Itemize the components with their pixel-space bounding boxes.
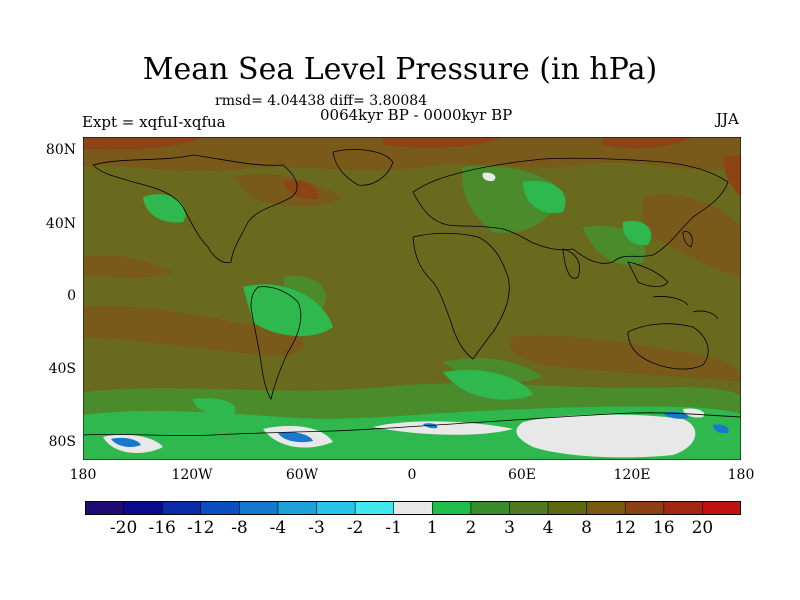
colorbar-cell — [702, 501, 741, 515]
colorbar-cell — [586, 501, 627, 515]
time-period-subtitle: 0064kyr BP - 0000kyr BP — [320, 106, 513, 124]
colorbar-cell — [123, 501, 163, 515]
y-tick-label: 80N — [45, 142, 76, 158]
colorbar-label: -1 — [385, 518, 402, 538]
y-tick-label: 80S — [48, 434, 76, 450]
colorbar-label: 12 — [614, 518, 636, 538]
colorbar-label: 8 — [581, 518, 592, 538]
colorbar — [85, 501, 741, 515]
x-tick-label: 180 — [727, 467, 755, 483]
colorbar-cell — [470, 501, 511, 515]
colorbar-label: 1 — [426, 518, 438, 538]
pressure-difference-map — [83, 137, 741, 460]
x-tick-label: 120W — [171, 467, 213, 483]
colorbar-cell — [316, 501, 356, 515]
colorbar-cell — [200, 501, 241, 515]
colorbar-cell — [393, 501, 434, 515]
colorbar-label: 16 — [652, 518, 675, 538]
x-tick-label: 60E — [507, 467, 537, 483]
coastlines — [83, 149, 741, 436]
colorbar-label: -20 — [109, 518, 138, 538]
colorbar-label: 20 — [691, 518, 714, 538]
colorbar-label: -12 — [187, 518, 215, 538]
rmsd-diff-stats: rmsd= 4.04438 diff= 3.80084 — [215, 93, 428, 109]
colorbar-cell — [239, 501, 279, 515]
high-anomaly-regions — [83, 137, 741, 200]
colorbar-label: -8 — [231, 518, 248, 538]
colorbar-cell — [663, 501, 704, 515]
colorbar-label: -3 — [308, 518, 325, 538]
colorbar-cell — [509, 501, 549, 515]
colorbar-cell — [354, 501, 395, 515]
colorbar-cell — [624, 501, 665, 515]
y-tick-label: 40S — [48, 361, 76, 377]
colorbar-cell — [547, 501, 588, 515]
colorbar-label: -4 — [269, 518, 287, 538]
colorbar-label: 4 — [542, 518, 554, 538]
colorbar-label: -2 — [346, 518, 364, 538]
colorbar-cell — [85, 501, 125, 515]
colorbar-label: -16 — [148, 518, 176, 538]
colorbar-cell — [277, 501, 318, 515]
x-tick-label: 60W — [285, 467, 319, 483]
y-tick-label: 40N — [45, 216, 76, 232]
colorbar-label: 3 — [504, 518, 515, 538]
colorbar-cell — [431, 501, 472, 515]
positive-anomaly-regions — [83, 137, 741, 382]
x-tick-label: 180 — [69, 467, 97, 483]
season-label: JJA — [716, 110, 739, 128]
colorbar-label: 2 — [465, 518, 477, 538]
x-tick-label: 0 — [407, 467, 417, 483]
chart-title: Mean Sea Level Pressure (in hPa) — [142, 52, 658, 87]
y-tick-label: 0 — [67, 288, 76, 304]
colorbar-cell — [161, 501, 202, 515]
x-tick-label: 120E — [613, 467, 651, 483]
experiment-label: Expt = xqfuI-xqfua — [82, 113, 226, 131]
strong-negative-anomaly-regions — [111, 411, 729, 447]
